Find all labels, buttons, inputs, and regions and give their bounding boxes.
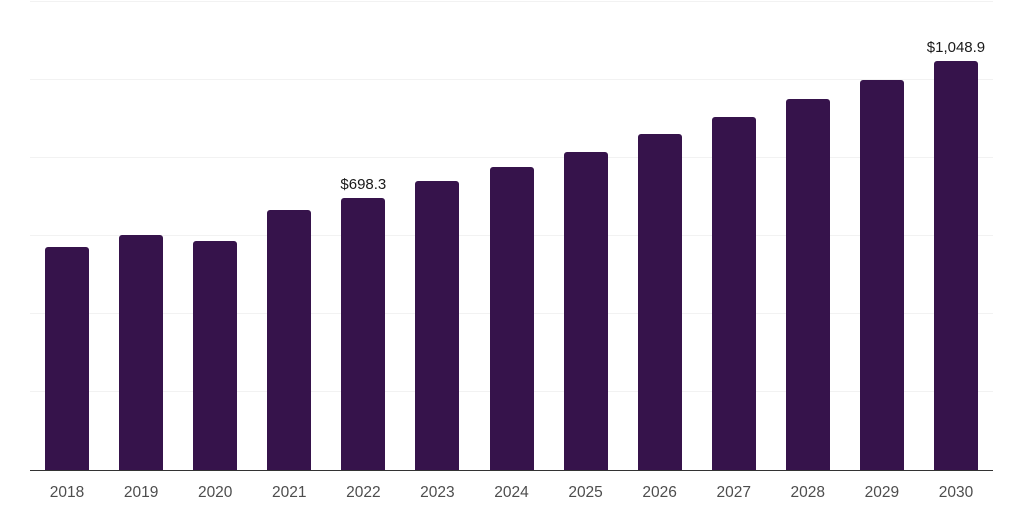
x-tick-2020: 2020: [197, 484, 233, 501]
x-tick-2025: 2025: [568, 484, 603, 501]
gridline-800: [30, 157, 993, 158]
bar-2026: [637, 134, 682, 470]
bar-2029: [859, 80, 904, 470]
bar-2018: [45, 246, 90, 470]
bar-2028: [785, 99, 830, 470]
x-tick-2024: 2024: [494, 484, 529, 501]
bar-2022: [341, 197, 386, 470]
gridline-1000: [30, 79, 993, 80]
x-tick-2028: 2028: [790, 484, 826, 501]
x-tick-2027: 2027: [716, 484, 751, 501]
bar-2025: [563, 152, 608, 470]
bar-2024: [489, 167, 534, 470]
bar-2023: [415, 181, 460, 470]
bar-2027: [711, 117, 756, 470]
data-label-2022: $698.3: [340, 175, 387, 193]
bar-2030: [933, 60, 978, 470]
x-tick-2026: 2026: [642, 484, 677, 501]
x-tick-2022: 2022: [346, 484, 381, 501]
x-tick-2029: 2029: [864, 484, 900, 501]
bar-2019: [119, 235, 164, 470]
plot-area: $698.3 $1,048.9: [30, 1, 993, 471]
gridline-1200: [30, 1, 993, 2]
x-tick-2030: 2030: [938, 484, 974, 501]
x-tick-2021: 2021: [272, 484, 307, 501]
x-tick-2023: 2023: [420, 484, 455, 501]
bar-2020: [193, 241, 238, 470]
x-tick-2019: 2019: [123, 484, 159, 501]
x-tick-2018: 2018: [49, 484, 85, 501]
data-label-2030: $1,048.9: [926, 38, 986, 56]
bar-2021: [267, 210, 312, 470]
